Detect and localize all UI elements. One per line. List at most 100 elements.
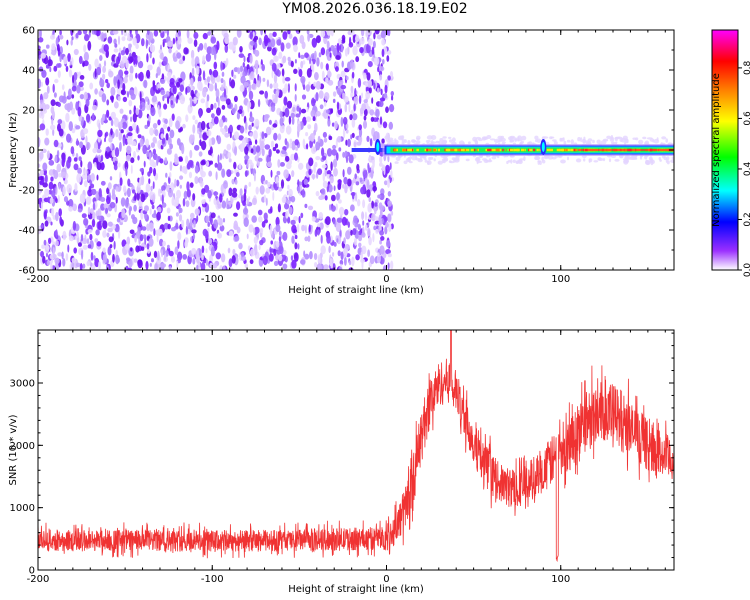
noise-speck (355, 34, 360, 43)
noise-speck (390, 170, 393, 178)
noise-speck (105, 207, 109, 214)
noise-speck (205, 248, 208, 254)
noise-speck (263, 194, 266, 203)
noise-speck (299, 34, 305, 45)
noise-speck (43, 239, 47, 246)
noise-speck (263, 34, 269, 44)
noise-speck (172, 85, 177, 95)
noise-speck (116, 86, 122, 95)
noise-speck (94, 257, 100, 268)
haze-speck (407, 157, 411, 162)
noise-speck (78, 55, 83, 65)
haze-speck (430, 140, 434, 145)
noise-speck (343, 237, 346, 245)
noise-speck (350, 204, 355, 212)
noise-speck (221, 104, 226, 110)
noise-speck (367, 38, 373, 46)
noise-speck (322, 155, 327, 161)
noise-speck (192, 233, 196, 240)
haze-speck (491, 156, 497, 160)
signal-peak-speck (524, 148, 526, 152)
noise-speck (224, 132, 230, 138)
noise-speck (215, 88, 220, 99)
noise-speck (351, 256, 355, 267)
noise-speck (283, 96, 288, 106)
noise-speck (279, 162, 285, 167)
noise-speck (122, 185, 127, 193)
noise-speck (355, 181, 360, 186)
noise-speck (252, 197, 257, 206)
noise-speck (313, 81, 317, 87)
noise-speck (213, 61, 218, 70)
noise-speck (193, 39, 198, 47)
noise-speck (295, 30, 300, 33)
noise-speck (127, 267, 133, 270)
noise-speck (151, 258, 154, 263)
noise-speck (99, 197, 106, 202)
noise-speck (178, 30, 181, 38)
noise-speck (87, 40, 92, 51)
noise-speck (71, 94, 75, 99)
snr-ytick-label: 2000 (10, 441, 35, 452)
noise-speck (388, 223, 392, 232)
noise-speck (385, 106, 389, 113)
noise-speck (227, 151, 232, 159)
noise-speck (303, 250, 306, 257)
noise-speck (373, 56, 380, 66)
noise-speck (326, 30, 332, 36)
noise-speck (380, 30, 387, 39)
noise-speck (271, 62, 277, 72)
noise-speck (146, 102, 152, 111)
haze-speck (648, 156, 653, 161)
noise-speck (304, 253, 310, 260)
noise-speck (303, 178, 308, 185)
noise-speck (367, 227, 371, 237)
noise-speck (67, 244, 70, 253)
noise-speck (360, 30, 365, 37)
noise-speck (326, 170, 332, 176)
noise-speck (164, 30, 168, 34)
noise-speck (289, 142, 292, 149)
noise-speck (304, 203, 308, 209)
noise-speck (156, 233, 159, 243)
noise-speck (128, 207, 131, 216)
noise-speck (123, 76, 128, 84)
haze-speck (666, 160, 670, 165)
noise-speck (194, 208, 200, 216)
noise-speck (355, 56, 360, 63)
noise-speck (206, 76, 211, 83)
noise-speck (226, 197, 229, 206)
noise-speck (366, 189, 371, 198)
noise-speck (118, 133, 122, 141)
haze-speck (410, 139, 416, 143)
noise-speck (194, 90, 197, 95)
signal-peak-speck (477, 148, 479, 152)
noise-speck (367, 222, 370, 227)
noise-speck (214, 162, 218, 168)
noise-speck (137, 155, 140, 161)
noise-speck (256, 80, 261, 88)
noise-speck (337, 250, 341, 257)
noise-speck (129, 109, 132, 115)
noise-speck (380, 88, 383, 96)
noise-speck (244, 155, 250, 160)
noise-speck (384, 226, 388, 235)
noise-speck (68, 121, 74, 132)
noise-speck (357, 199, 361, 207)
noise-speck (183, 47, 189, 55)
noise-speck (368, 87, 372, 94)
noise-speck (257, 157, 263, 162)
haze-speck (536, 138, 542, 143)
noise-speck (350, 134, 353, 140)
noise-speck (57, 102, 61, 108)
signal-peak-speck (445, 148, 450, 152)
noise-speck (87, 161, 93, 171)
noise-speck (174, 155, 179, 165)
noise-speck (101, 93, 107, 103)
noise-speck (248, 181, 252, 187)
noise-speck (379, 162, 383, 167)
noise-speck (87, 206, 91, 216)
noise-speck (257, 209, 263, 216)
haze-speck (500, 135, 505, 140)
noise-speck (207, 190, 212, 199)
